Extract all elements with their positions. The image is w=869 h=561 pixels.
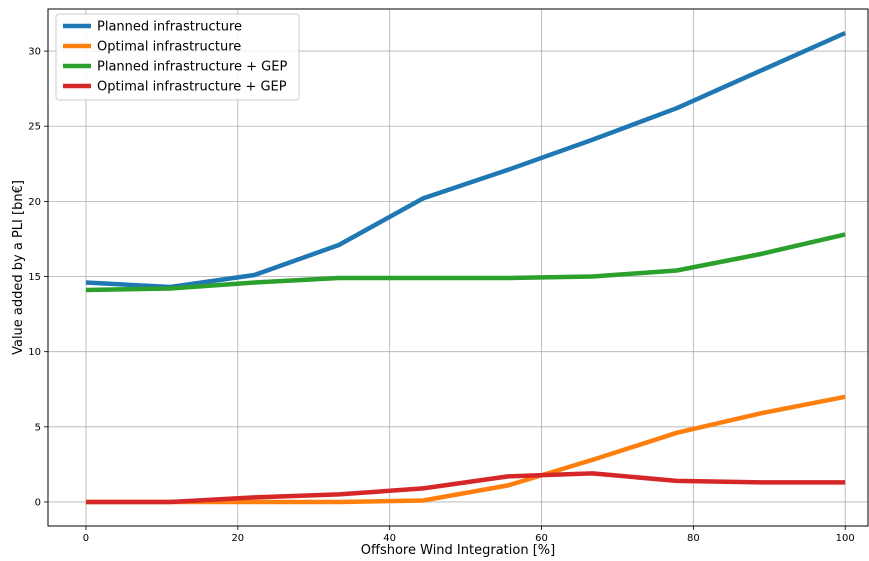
x-tick-label: 20 <box>231 533 244 544</box>
legend-label-1: Planned infrastructure <box>97 20 242 35</box>
series-lines <box>85 30 847 505</box>
x-axis-label: Offshore Wind Integration [%] <box>361 543 555 558</box>
x-tick-label: 100 <box>836 533 855 544</box>
y-tick-label: 0 <box>35 497 41 508</box>
x-tick-label: 60 <box>535 533 548 544</box>
axis-ticks: 0 20 40 60 80 100 0 5 10 15 20 25 30 <box>28 47 855 544</box>
series-line-3 <box>85 232 846 293</box>
plot-frame <box>47 8 869 527</box>
series-line-4 <box>86 471 846 505</box>
y-tick-label: 15 <box>28 272 41 283</box>
legend-label-4: Optimal infrastructure + GEP <box>97 80 287 95</box>
legend-label-2: Optimal infrastructure <box>97 40 241 55</box>
y-tick-label: 5 <box>35 422 41 433</box>
series-line-1 <box>85 30 847 290</box>
legend-label-3: Planned infrastructure + GEP <box>97 60 287 75</box>
y-tick-label: 25 <box>28 122 41 133</box>
x-tick-label: 0 <box>83 533 89 544</box>
x-tick-label: 40 <box>383 533 396 544</box>
y-tick-label: 20 <box>28 197 41 208</box>
x-tick-label: 80 <box>687 533 700 544</box>
legend-box <box>55 13 300 101</box>
y-axis-label: Value added by a PLI [bn€] <box>11 180 26 355</box>
series-line-2 <box>86 394 846 505</box>
y-tick-label: 30 <box>28 47 41 58</box>
legend: Planned infrastructure Optimal infrastruc… <box>55 13 300 101</box>
y-tick-label: 10 <box>28 347 41 358</box>
